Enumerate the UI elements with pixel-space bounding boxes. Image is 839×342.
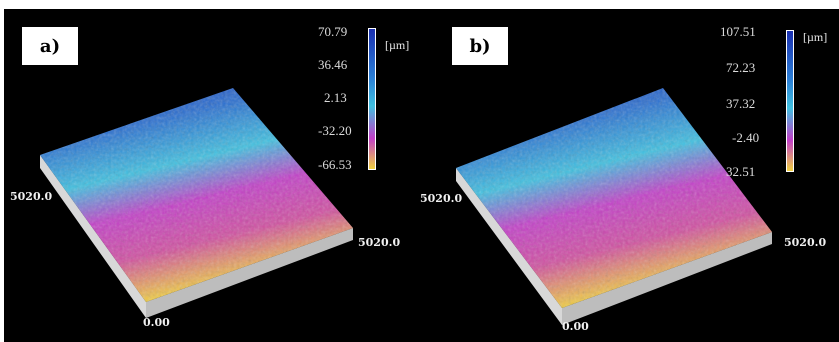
colorbar-tick-b-0: 107.51 [720, 24, 756, 39]
unit-label-a: [µm] [385, 38, 410, 52]
surface-plot-b [456, 88, 772, 325]
surface-base-right-b [562, 232, 772, 325]
surface-plot-a [40, 88, 353, 318]
panel-a: a) [0, 0, 419, 342]
panel-label-b: b) [452, 27, 508, 65]
surface-base-left-a [40, 155, 146, 318]
panel-label-a: a) [22, 27, 78, 65]
colorbar-tick-b-1: 72.23 [726, 60, 756, 75]
surface-texture-a [40, 88, 353, 302]
colorbar-b [786, 30, 794, 172]
colorbar-a [368, 28, 376, 170]
axis-label-left-b: 5020.0 [420, 192, 463, 205]
axis-label-origin-a: 0.00 [143, 316, 170, 329]
axis-label-left-a: 5020.0 [10, 190, 53, 203]
colorbar-tick-a-4: -66.53 [318, 157, 352, 172]
surface-base-right-a [146, 228, 353, 318]
colorbar-tick-b-2: 37.32 [726, 96, 756, 111]
colorbar-tick-a-1: 36.46 [318, 57, 348, 72]
colorbar-tick-b-3: -2.40 [732, 130, 760, 145]
panel-b: b) [420, 0, 839, 342]
colorbar-tick-a-0: 70.79 [318, 24, 348, 39]
axis-label-right-a: 5020.0 [358, 236, 401, 249]
colorbar-tick-a-2: 2.13 [324, 90, 347, 105]
colorbar-tick-b-4: 32.51 [726, 164, 756, 179]
colorbar-tick-a-3: -32.20 [318, 123, 352, 138]
unit-label-b: [µm] [803, 30, 828, 44]
surface-base-left-b [456, 168, 562, 325]
axis-label-origin-b: 0.00 [562, 320, 589, 333]
surface-texture-b [456, 88, 772, 308]
axis-label-right-b: 5020.0 [784, 236, 827, 249]
